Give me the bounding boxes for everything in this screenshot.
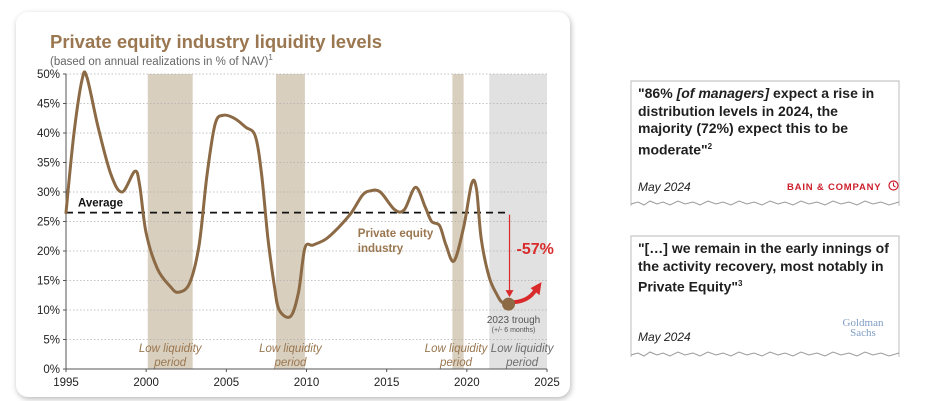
recovery-arrow (512, 288, 538, 305)
bain-circle-icon (888, 180, 899, 191)
chart-subtitle-footnote: 1 (268, 53, 273, 62)
goldman-logo-line: Goldman (842, 317, 884, 329)
y-tick-label: 20% (37, 246, 60, 258)
decline-arrow-head (505, 290, 514, 298)
band-label: period (153, 357, 187, 369)
quote-date-bain: May 2024 (638, 180, 691, 194)
band-label: period (273, 357, 307, 369)
bain-logo-text: BAIN & COMPANY (787, 182, 882, 193)
band-label: Low liquidity (259, 343, 323, 355)
y-tick-label: 40% (37, 128, 60, 140)
x-tick-label: 2010 (294, 377, 320, 389)
x-tick-label: 2000 (133, 377, 159, 389)
quote-card-goldman: "[…] we remain in the early innings of t… (630, 235, 900, 365)
band-label: Low liquidity (425, 343, 489, 355)
average-label: Average (78, 198, 123, 210)
quote-text-bain: "86% [of managers] expect a rise in dist… (638, 85, 894, 159)
y-tick-label: 30% (37, 187, 60, 199)
quote-card-frame (630, 235, 900, 357)
quote-footnote: 2 (707, 141, 713, 151)
x-tick-label: 2025 (534, 377, 560, 389)
series-line (64, 70, 510, 319)
x-tick-label: 2015 (374, 377, 400, 389)
band-label: period (505, 357, 539, 369)
y-tick-label: 10% (37, 305, 60, 317)
chart-card: 0% 5% 10% 15% 20% 25% 30% 35% 40% 45% 50% 1995 2000 2… (16, 12, 570, 397)
y-tick-label: 25% (37, 217, 60, 229)
trough-marker (502, 297, 516, 311)
torn-edge (630, 351, 900, 357)
quote-card-bain: "86% [of managers] expect a rise in dist… (630, 80, 900, 210)
x-tick-label: 2020 (454, 377, 480, 389)
recovery-arrow-head (530, 282, 542, 296)
line-chart: 0% 5% 10% 15% 20% 25% 30% 35% 40% 45% 50% 1995 2000 2… (37, 69, 560, 389)
quote-card-frame (630, 80, 900, 206)
y-tick-label: 0% (43, 364, 60, 376)
series-label: Private equity (358, 228, 434, 240)
trough-sublabel: (+/- 6 months) (492, 327, 536, 334)
quote-text-italic: [of managers] (676, 85, 770, 101)
torn-edge (630, 200, 900, 206)
y-tick-label: 5% (43, 335, 60, 347)
quote-text-part: "[…] we remain in the early innings of t… (638, 240, 889, 295)
quote-text-part: expect a rise in distribution levels in … (638, 85, 875, 158)
x-tick-label: 2005 (214, 377, 240, 389)
x-tick-label: 1995 (53, 377, 79, 389)
quote-text-part: "86% (638, 85, 677, 101)
goldman-sachs-logo: Goldman Sachs (833, 317, 893, 339)
band-label: Low liquidity (139, 343, 203, 355)
band-label: Low liquidity (491, 343, 555, 355)
chart-subtitle-text: (based on annual realizations in % of NA… (50, 55, 269, 68)
series-label: industry (358, 243, 404, 255)
sachs-logo-line: Sachs (850, 327, 876, 339)
trough-label: 2023 trough (487, 315, 540, 326)
change-label: -57% (517, 241, 554, 258)
chart-title: Private equity industry liquidity levels (50, 31, 383, 52)
bain-logo: BAIN & COMPANY (787, 180, 899, 193)
y-tick-label: 35% (37, 158, 60, 170)
y-tick-label: 45% (37, 99, 60, 111)
quote-footnote: 3 (738, 279, 743, 288)
band-label: period (439, 357, 473, 369)
quote-date-goldman: May 2024 (638, 330, 691, 344)
y-tick-label: 50% (37, 69, 60, 81)
quote-text-goldman: "[…] we remain in the early innings of t… (638, 240, 894, 296)
y-tick-label: 15% (37, 276, 60, 288)
chart-subtitle: (based on annual realizations in % of NA… (50, 53, 273, 68)
